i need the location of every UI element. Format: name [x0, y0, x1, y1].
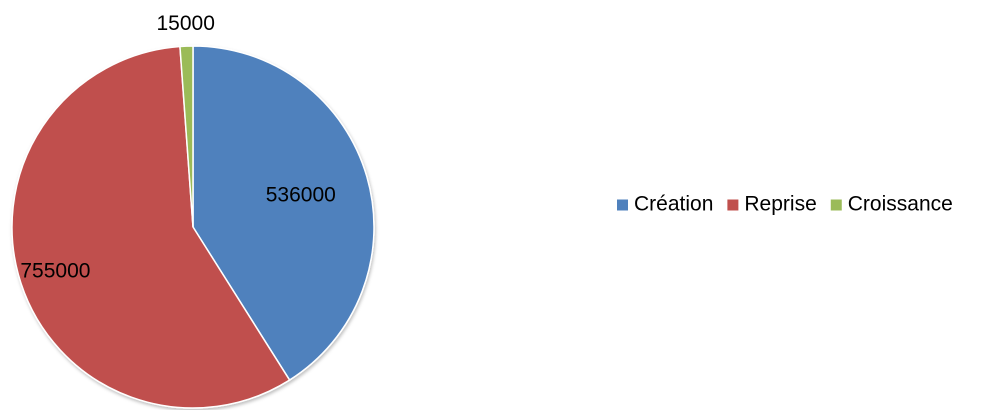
- legend: Création Reprise Croissance: [617, 193, 953, 216]
- legend-label-reprise: Reprise: [744, 193, 816, 216]
- legend-label-creation: Création: [634, 193, 713, 216]
- legend-label-croissance: Croissance: [848, 193, 953, 216]
- pie-slice-creation: [192, 45, 375, 382]
- pie-slice-croissance: [179, 45, 194, 228]
- data-labels: 536000 755000 15000: [20, 12, 335, 283]
- data-label-croissance: 15000: [156, 12, 214, 35]
- legend-swatch-creation: [617, 199, 628, 211]
- legend-item-creation: Création: [617, 193, 713, 216]
- legend-item-reprise: Reprise: [727, 193, 817, 216]
- legend-swatch-reprise: [727, 199, 739, 211]
- legend-swatch-croissance: [830, 199, 842, 211]
- data-label-creation: 536000: [266, 183, 336, 206]
- pie-slices: [11, 45, 375, 409]
- data-label-reprise: 755000: [20, 260, 90, 283]
- legend-item-croissance: Croissance: [830, 193, 953, 216]
- pie-slice-reprise: [11, 45, 291, 409]
